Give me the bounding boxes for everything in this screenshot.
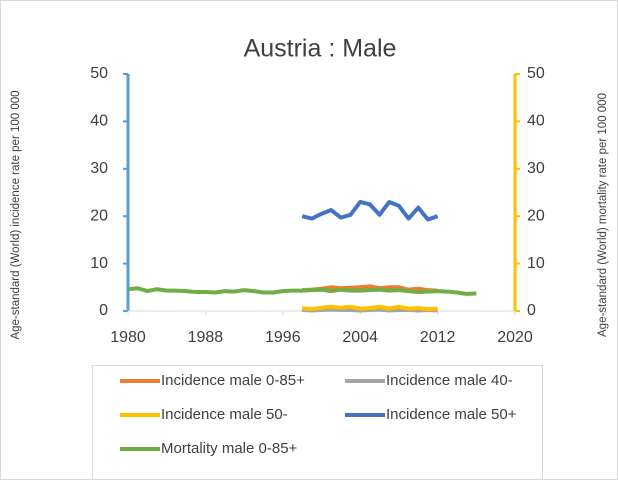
legend-label: Incidence male 50- (161, 406, 288, 423)
y2-tick-label: 30 (527, 160, 545, 177)
legend-label: Mortality male 0-85+ (161, 440, 298, 457)
legend-label: Incidence male 0-85+ (161, 372, 305, 389)
series-line (301, 199, 439, 222)
y-tick-label: 50 (90, 65, 108, 82)
x-tick-label: 2012 (420, 329, 456, 346)
x-tick-label: 2004 (342, 329, 378, 346)
series-line (301, 304, 438, 312)
y2-axis-title: Age-standard (World) mortality rate per … (597, 93, 609, 337)
y-tick-label: 10 (90, 255, 108, 272)
x-tick-label: 1980 (110, 329, 146, 346)
x-tick-label: 1988 (188, 329, 224, 346)
y-tick-label: 20 (90, 207, 108, 224)
y2-tick-label: 0 (527, 302, 536, 319)
y2-tick-label: 20 (527, 207, 545, 224)
chart-title: Austria : Male (244, 35, 397, 63)
y2-tick-label: 40 (527, 113, 545, 130)
x-tick-label: 1996 (265, 329, 301, 346)
series-line (127, 286, 477, 296)
y2-tick-label: 10 (527, 255, 545, 272)
y-axis-title: Age-standard (World) incidence rate per … (10, 90, 22, 339)
y-tick-label: 0 (99, 302, 108, 319)
legend-label: Incidence male 50+ (386, 406, 517, 423)
y-tick-label: 30 (90, 160, 108, 177)
y2-tick-label: 50 (527, 65, 545, 82)
y-tick-label: 40 (90, 113, 108, 130)
legend-label: Incidence male 40- (386, 372, 513, 389)
x-tick-label: 2020 (497, 329, 533, 346)
